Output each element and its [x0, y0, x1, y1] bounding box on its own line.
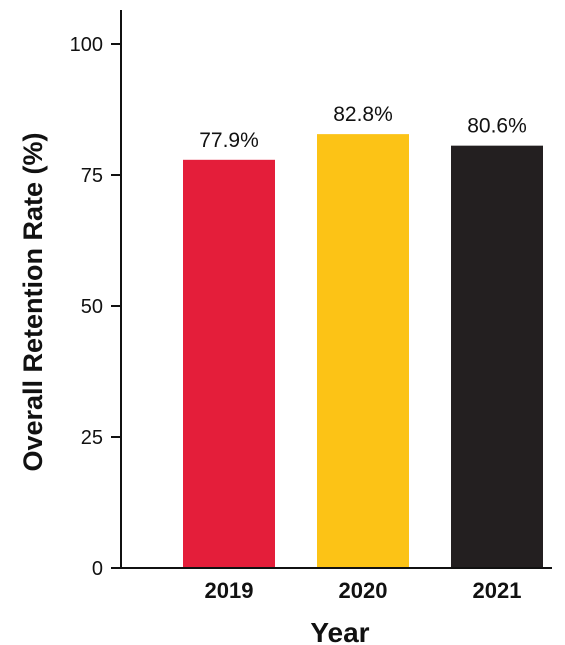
bar-2021 [451, 145, 543, 568]
data-labels: 77.9% 82.8% 80.6% [199, 103, 527, 152]
data-label-2019: 77.9% [199, 129, 259, 152]
y-tick-label: 50 [81, 296, 103, 318]
y-tick-label: 75 [81, 165, 103, 187]
y-axis-ticks: 0 25 50 75 100 [70, 34, 121, 580]
x-category-label-2020: 2020 [339, 578, 388, 603]
y-axis-title: Overall Retention Rate (%) [18, 132, 48, 471]
x-axis-categories: 2019 2020 2021 [205, 578, 522, 603]
data-label-2020: 82.8% [333, 103, 393, 126]
bar-2019 [183, 159, 275, 568]
x-category-label-2019: 2019 [205, 578, 254, 603]
x-axis-title: Year [310, 617, 369, 645]
y-tick-label: 100 [70, 34, 103, 56]
x-category-label-2021: 2021 [473, 578, 522, 603]
y-tick-label: 25 [81, 427, 103, 449]
data-label-2021: 80.6% [467, 115, 527, 138]
bar-2020 [317, 134, 409, 569]
bars [183, 134, 543, 569]
y-tick-label: 0 [92, 558, 103, 580]
